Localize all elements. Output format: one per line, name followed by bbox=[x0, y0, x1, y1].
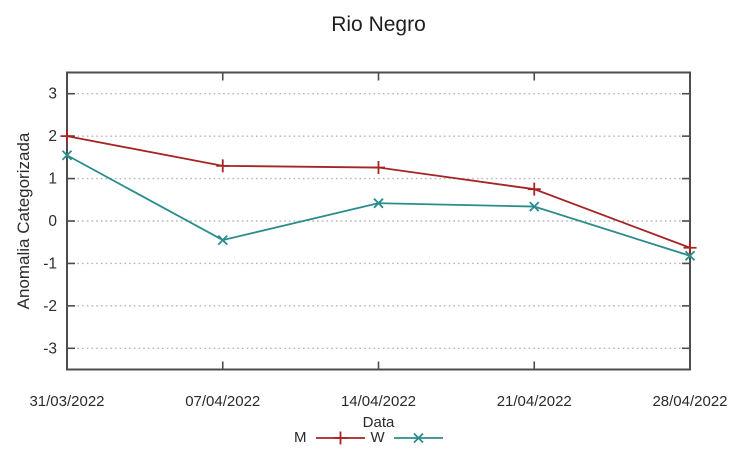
y-tick-label: -2 bbox=[43, 298, 57, 315]
x-tick-label: 14/04/2022 bbox=[341, 393, 416, 410]
legend-label-w: W bbox=[370, 429, 385, 446]
x-tick-label: 21/04/2022 bbox=[497, 393, 572, 410]
x-tick-label: 07/04/2022 bbox=[185, 393, 260, 410]
y-tick-label: 0 bbox=[48, 213, 57, 230]
x-axis-label: Data bbox=[362, 414, 395, 431]
legend-item-w: W bbox=[370, 429, 443, 446]
series-markers-W bbox=[61, 150, 696, 261]
x-tick-label: 28/04/2022 bbox=[652, 393, 727, 410]
legend: M W bbox=[294, 429, 443, 446]
legend-label-m: M bbox=[294, 429, 307, 446]
x-tick-label: 31/03/2022 bbox=[29, 393, 104, 410]
y-tick-labels: -3 -2 -1 0 1 2 3 bbox=[43, 86, 57, 358]
legend-sample-line-w bbox=[393, 432, 443, 444]
legend-sample-line-m bbox=[315, 431, 365, 445]
x-tick-labels: 31/03/2022 07/04/2022 14/04/2022 21/04/2022… bbox=[29, 393, 727, 410]
y-tick-label: -3 bbox=[43, 340, 57, 357]
tick-marks bbox=[66, 73, 691, 369]
series-M bbox=[60, 129, 697, 255]
legend-item-m: M bbox=[294, 429, 365, 446]
plot-border bbox=[66, 71, 691, 371]
y-tick-label: 3 bbox=[48, 86, 57, 103]
series-W bbox=[61, 150, 696, 261]
series-line-M bbox=[66, 135, 691, 249]
gridlines bbox=[68, 93, 689, 349]
series-markers-M bbox=[60, 129, 697, 255]
y-tick-label: 2 bbox=[48, 128, 57, 145]
y-tick-label: -1 bbox=[43, 255, 57, 272]
chart-title: Rio Negro bbox=[331, 13, 426, 36]
y-tick-label: 1 bbox=[48, 171, 57, 188]
